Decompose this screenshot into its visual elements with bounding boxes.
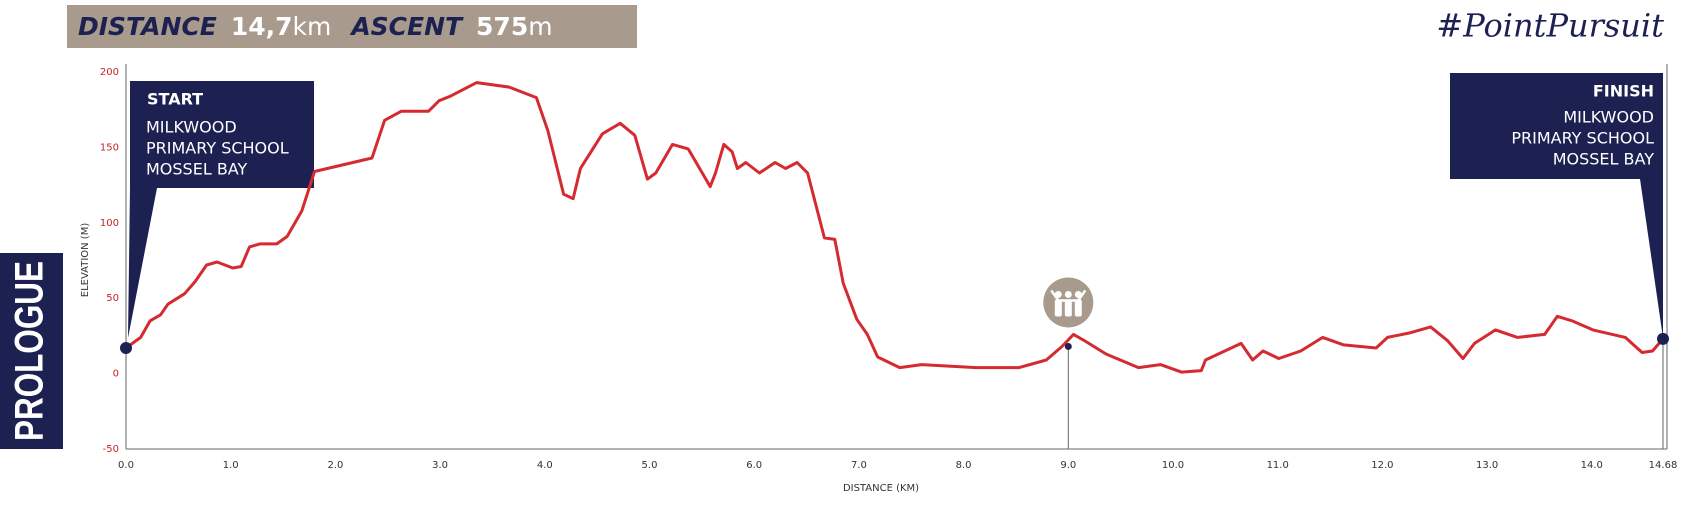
x-tick-label: 3.0 <box>432 460 448 471</box>
finish-line: MILKWOOD <box>1563 108 1654 127</box>
stage-label: PROLOGUE <box>8 261 52 441</box>
hashtag: #PointPursuit <box>1436 7 1664 45</box>
distance-label: DISTANCE <box>78 12 217 41</box>
icon-body <box>1054 299 1062 317</box>
header: DISTANCE 14,7km ASCENT 575m <box>78 12 553 41</box>
icon-head <box>1064 290 1072 298</box>
x-tick-label: 14.68 <box>1649 460 1678 471</box>
start-title: START <box>147 90 203 109</box>
stage-box <box>0 253 63 449</box>
x-tick-label: 2.0 <box>327 460 343 471</box>
water-point <box>1064 342 1072 350</box>
y-axis-label: ELEVATION (M) <box>80 223 91 298</box>
start-box <box>130 81 314 188</box>
start-line: PRIMARY SCHOOL <box>146 139 289 158</box>
water-icon <box>1043 277 1094 328</box>
x-tick-label: 14.0 <box>1581 460 1603 471</box>
x-tick-label: 0.0 <box>118 460 134 471</box>
x-tick-label: 10.0 <box>1162 460 1184 471</box>
ascent-value: 575 <box>476 12 528 41</box>
elevation-line <box>125 81 1665 374</box>
y-tick-label: 50 <box>106 293 119 304</box>
ascent-label: ASCENT <box>349 12 464 41</box>
icon-body <box>1064 299 1072 317</box>
finish-line: MOSSEL BAY <box>1553 150 1655 169</box>
icon-body <box>1074 299 1082 317</box>
header-bar <box>67 5 637 48</box>
x-tick-label: 11.0 <box>1267 460 1289 471</box>
start-line: MILKWOOD <box>146 118 237 137</box>
y-tick-label: 200 <box>100 67 119 78</box>
x-tick-label: 5.0 <box>642 460 658 471</box>
finish-pointer <box>1640 179 1663 338</box>
finish-line: PRIMARY SCHOOL <box>1511 129 1654 148</box>
finish-point <box>1657 332 1669 345</box>
start-line: MOSSEL BAY <box>146 160 248 179</box>
x-tick-label: 1.0 <box>223 460 239 471</box>
start-pointer <box>128 188 157 338</box>
x-tick-label: 13.0 <box>1476 460 1498 471</box>
x-tick-label: 4.0 <box>537 460 553 471</box>
distance-unit: km <box>293 12 332 41</box>
y-tick-label: 150 <box>100 142 119 153</box>
start-callout: START MILKWOOD PRIMARY SCHOOL MOSSEL BAY <box>128 81 314 338</box>
x-tick-label: 7.0 <box>851 460 867 471</box>
finish-title: FINISH <box>1593 82 1654 101</box>
y-tick-label: 0 <box>113 369 119 380</box>
distance-value: 14,7 <box>231 12 293 41</box>
finish-box <box>1450 73 1663 179</box>
x-tick-label: 9.0 <box>1060 460 1076 471</box>
ascent-unit: m <box>528 12 552 41</box>
finish-callout: FINISH MILKWOOD PRIMARY SCHOOL MOSSEL BA… <box>1450 73 1663 338</box>
x-tick-label: 12.0 <box>1371 460 1393 471</box>
x-tick-label: 8.0 <box>956 460 972 471</box>
y-tick-label: 100 <box>100 218 119 229</box>
x-tick-label: 6.0 <box>746 460 762 471</box>
x-axis-label: DISTANCE (KM) <box>843 483 919 494</box>
icon-arms <box>1050 289 1087 302</box>
start-point <box>120 341 132 354</box>
y-tick-label: -50 <box>103 444 119 455</box>
